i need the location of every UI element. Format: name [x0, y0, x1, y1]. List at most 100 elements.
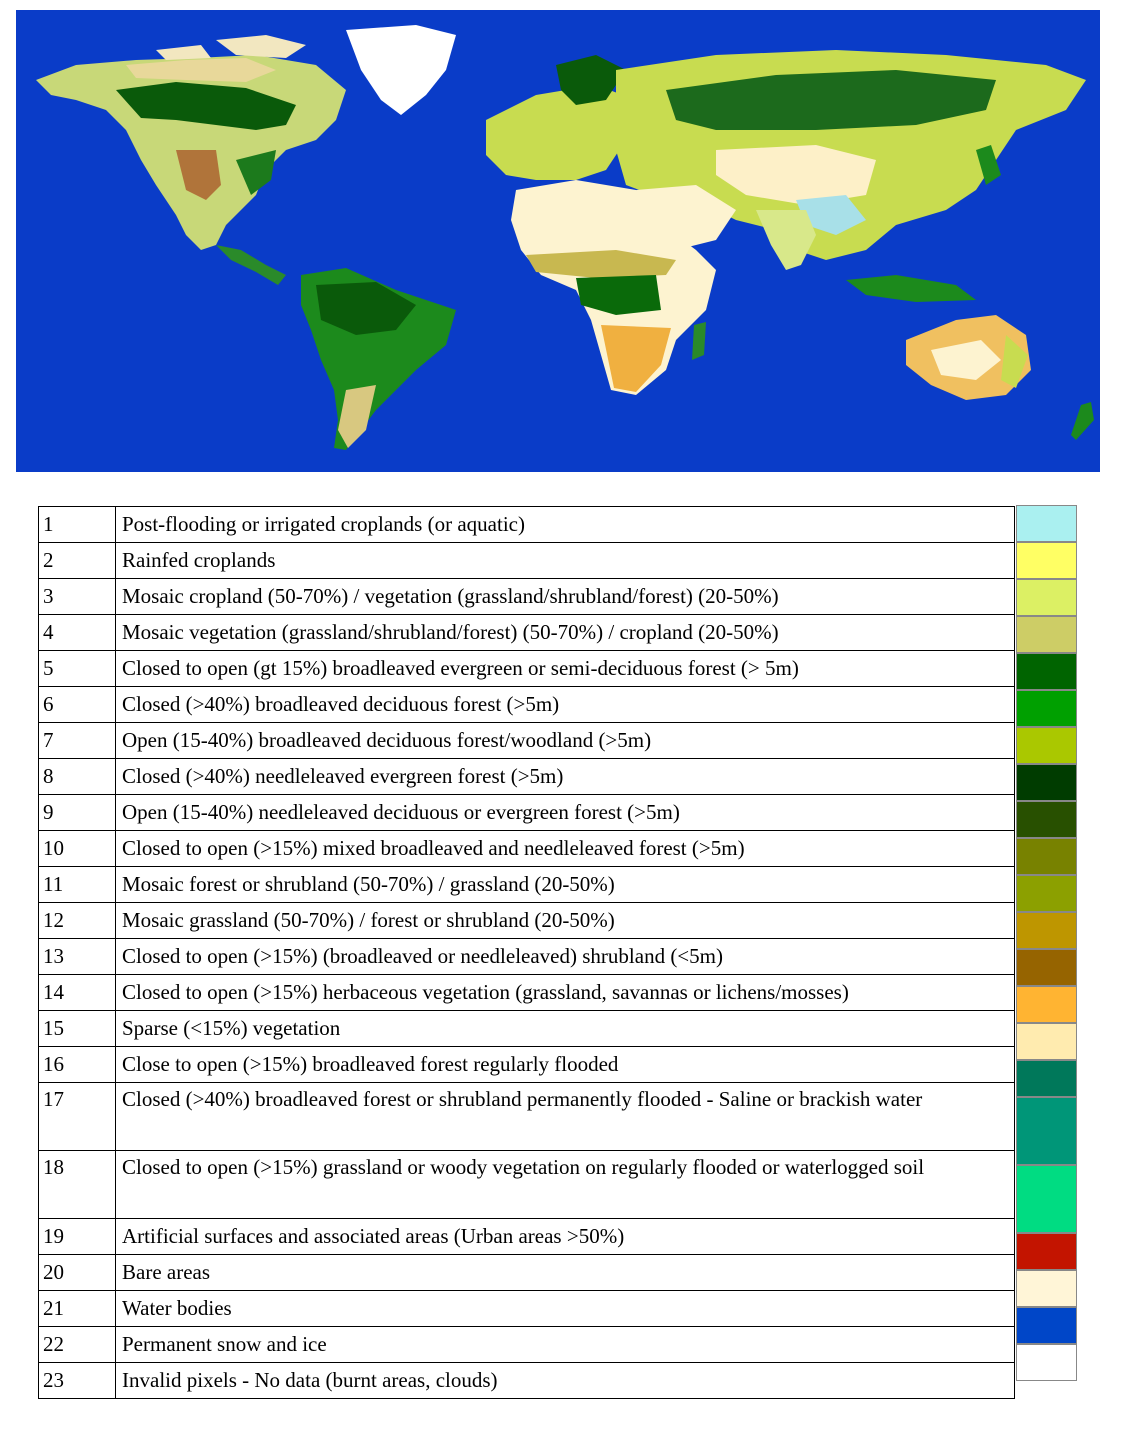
legend-class-label: Invalid pixels - No data (burnt areas, c… [115, 1362, 1015, 1399]
legend-row: 14 Closed to open (>15%) herbaceous veget… [38, 974, 1015, 1011]
legend-color-swatch [1016, 986, 1077, 1023]
arctic-islands [216, 35, 306, 58]
legend-color-swatch [1016, 949, 1077, 986]
legend-row: 8 Closed (>40%) needleleaved evergreen fo… [38, 758, 1015, 795]
legend-class-number: 5 [38, 650, 116, 687]
legend-class-label: Bare areas [115, 1254, 1015, 1291]
legend-color-swatch [1016, 1023, 1077, 1060]
new-zealand [1071, 402, 1094, 440]
legend-class-label: Artificial surfaces and associated areas… [115, 1218, 1015, 1255]
legend-class-label: Open (15-40%) broadleaved deciduous fore… [115, 722, 1015, 759]
legend-class-number: 13 [38, 938, 116, 975]
legend-color-swatch [1016, 579, 1077, 616]
legend-row: 18 Closed to open (>15%) grassland or woo… [38, 1150, 1015, 1219]
legend-class-label: Closed to open (>15%) grassland or woody… [115, 1150, 1015, 1219]
legend-class-number: 2 [38, 542, 116, 579]
legend-class-label: Close to open (>15%) broadleaved forest … [115, 1046, 1015, 1083]
legend-color-swatch [1016, 764, 1077, 801]
legend-color-swatch [1016, 1344, 1077, 1381]
us-west-shrub [176, 150, 221, 200]
legend-row: 19 Artificial surfaces and associated are… [38, 1218, 1015, 1255]
legend-class-label: Rainfed croplands [115, 542, 1015, 579]
world-land-cover-map [16, 10, 1100, 472]
legend-class-label: Open (15-40%) needleleaved deciduous or … [115, 794, 1015, 831]
legend-color-swatch [1016, 1233, 1077, 1270]
legend-color-swatch [1016, 690, 1077, 727]
legend-row: 11 Mosaic forest or shrubland (50-70%) / … [38, 866, 1015, 903]
legend-row: 17 Closed (>40%) broadleaved forest or sh… [38, 1082, 1015, 1151]
legend-row: 6 Closed (>40%) broadleaved deciduous for… [38, 686, 1015, 723]
legend-color-swatch [1016, 801, 1077, 838]
legend-class-label: Closed (>40%) broadleaved forest or shru… [115, 1082, 1015, 1151]
legend-class-number: 11 [38, 866, 116, 903]
legend-row: 22 Permanent snow and ice [38, 1326, 1015, 1363]
south-america-south [338, 385, 376, 448]
central-america [216, 245, 286, 285]
legend-class-number: 16 [38, 1046, 116, 1083]
legend-row: 20 Bare areas [38, 1254, 1015, 1291]
central-asia-bare [716, 145, 876, 205]
legend-class-number: 4 [38, 614, 116, 651]
australia-east [1001, 335, 1028, 388]
legend-class-label: Mosaic cropland (50-70%) / vegetation (g… [115, 578, 1015, 615]
legend-table: 1 Post-flooding or irrigated croplands (o… [38, 506, 1015, 1399]
legend-class-number: 19 [38, 1218, 116, 1255]
legend-row: 15 Sparse (<15%) vegetation [38, 1010, 1015, 1047]
legend-swatches [1016, 505, 1077, 1381]
legend-color-swatch [1016, 1307, 1077, 1344]
legend-color-swatch [1016, 912, 1077, 949]
legend-class-number: 9 [38, 794, 116, 831]
legend-class-label: Water bodies [115, 1290, 1015, 1327]
legend-class-label: Closed (>40%) broadleaved deciduous fore… [115, 686, 1015, 723]
africa-forest [576, 275, 661, 315]
india [756, 210, 816, 270]
legend-class-number: 23 [38, 1362, 116, 1399]
legend-row: 3 Mosaic cropland (50-70%) / vegetation (… [38, 578, 1015, 615]
africa-sahel [526, 250, 676, 278]
legend-row: 1 Post-flooding or irrigated croplands (o… [38, 506, 1015, 543]
legend-body: 1 Post-flooding or irrigated croplands (o… [38, 506, 1015, 1399]
legend-class-number: 17 [38, 1082, 116, 1151]
legend-class-label: Closed to open (>15%) mixed broadleaved … [115, 830, 1015, 867]
canada-forest [116, 82, 296, 130]
legend-row: 23 Invalid pixels - No data (burnt areas,… [38, 1362, 1015, 1399]
legend-row: 10 Closed to open (>15%) mixed broadleave… [38, 830, 1015, 867]
siberia-forest [666, 70, 996, 130]
arctic-islands-2 [156, 45, 211, 60]
legend-class-number: 15 [38, 1010, 116, 1047]
legend-class-label: Permanent snow and ice [115, 1326, 1015, 1363]
legend-class-number: 21 [38, 1290, 116, 1327]
legend-class-label: Sparse (<15%) vegetation [115, 1010, 1015, 1047]
africa-south [601, 325, 671, 392]
japan [976, 145, 1001, 185]
legend-row: 2 Rainfed croplands [38, 542, 1015, 579]
legend-class-label: Closed to open (gt 15%) broadleaved ever… [115, 650, 1015, 687]
australia-center [931, 340, 1001, 380]
legend-class-number: 18 [38, 1150, 116, 1219]
legend-color-swatch [1016, 616, 1077, 653]
legend-color-swatch [1016, 1060, 1077, 1097]
madagascar [692, 322, 706, 360]
canada-tundra [126, 58, 276, 82]
legend-class-number: 1 [38, 506, 116, 543]
legend-row: 9 Open (15-40%) needleleaved deciduous or… [38, 794, 1015, 831]
amazon-forest [316, 282, 416, 335]
legend-class-number: 12 [38, 902, 116, 939]
legend-class-label: Mosaic forest or shrubland (50-70%) / gr… [115, 866, 1015, 903]
legend-row: 5 Closed to open (gt 15%) broadleaved eve… [38, 650, 1015, 687]
legend-row: 16 Close to open (>15%) broadleaved fores… [38, 1046, 1015, 1083]
scandinavia [556, 55, 626, 105]
legend-color-swatch [1016, 875, 1077, 912]
greenland [346, 25, 456, 115]
legend-class-number: 14 [38, 974, 116, 1011]
legend-color-swatch [1016, 838, 1077, 875]
legend-color-swatch [1016, 1165, 1077, 1233]
legend-color-swatch [1016, 1097, 1077, 1165]
legend-class-number: 6 [38, 686, 116, 723]
legend-class-label: Post-flooding or irrigated croplands (or… [115, 506, 1015, 543]
legend-class-label: Closed to open (>15%) herbaceous vegetat… [115, 974, 1015, 1011]
legend-class-number: 8 [38, 758, 116, 795]
legend-row: 13 Closed to open (>15%) (broadleaved or … [38, 938, 1015, 975]
china-irrigated [796, 195, 866, 235]
legend-color-swatch [1016, 505, 1077, 542]
